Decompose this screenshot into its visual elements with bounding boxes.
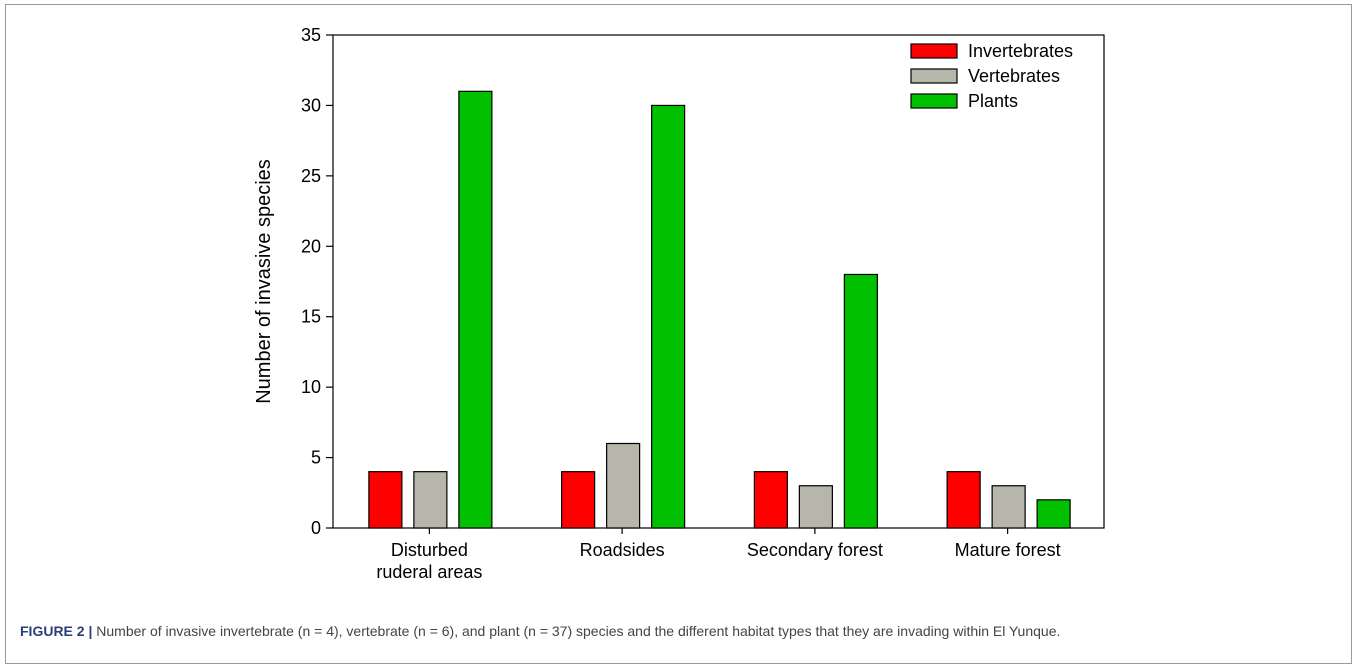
bar-plants-1 <box>651 104 686 529</box>
bar-invertebrates-0 <box>368 471 403 529</box>
y-tick-label: 25 <box>301 166 321 186</box>
x-tick-label: Disturbed ruderal areas <box>376 540 482 582</box>
legend-label-invertebrates: Invertebrates <box>968 41 1073 61</box>
figure-caption: FIGURE 2 | Number of invasive invertebra… <box>20 621 1250 641</box>
bar-chart: 0 5 10 15 20 25 30 35 Number of invasive species… <box>253 25 1105 582</box>
x-tick-label: Secondary forest <box>747 540 883 560</box>
legend-label-vertebrates: Vertebrates <box>968 66 1060 86</box>
legend-swatch-invertebrates <box>910 43 958 59</box>
y-tick-label: 10 <box>301 377 321 397</box>
plot-area-frame <box>332 34 1105 529</box>
y-tick-label: 35 <box>301 25 321 45</box>
legend-swatch-plants <box>910 93 958 109</box>
bar-invertebrates-3 <box>946 471 981 529</box>
legend-swatch-vertebrates <box>910 68 958 84</box>
legend-label-plants: Plants <box>968 91 1018 111</box>
bar-invertebrates-1 <box>561 471 596 529</box>
x-tick-label: Mature forest <box>955 540 1061 560</box>
y-tick-label: 15 <box>301 307 321 327</box>
y-tick-label: 5 <box>311 448 321 468</box>
caption-text: Number of invasive invertebrate (n = 4),… <box>96 623 1061 639</box>
y-tick-label: 0 <box>311 518 321 538</box>
bar-plants-2 <box>843 273 878 529</box>
figure-label: FIGURE 2 | <box>20 623 93 639</box>
bar-vertebrates-2 <box>798 485 833 529</box>
bar-invertebrates-2 <box>753 471 788 529</box>
x-tick-label: Roadsides <box>580 540 665 560</box>
bar-vertebrates-3 <box>991 485 1026 529</box>
bar-plants-0 <box>458 90 493 529</box>
y-tick-label: 20 <box>301 236 321 256</box>
bar-plants-3 <box>1036 499 1071 529</box>
y-axis-label: Number of invasive species <box>253 159 275 404</box>
bar-vertebrates-0 <box>413 471 448 529</box>
bar-vertebrates-1 <box>606 442 641 529</box>
y-tick-label: 30 <box>301 95 321 115</box>
